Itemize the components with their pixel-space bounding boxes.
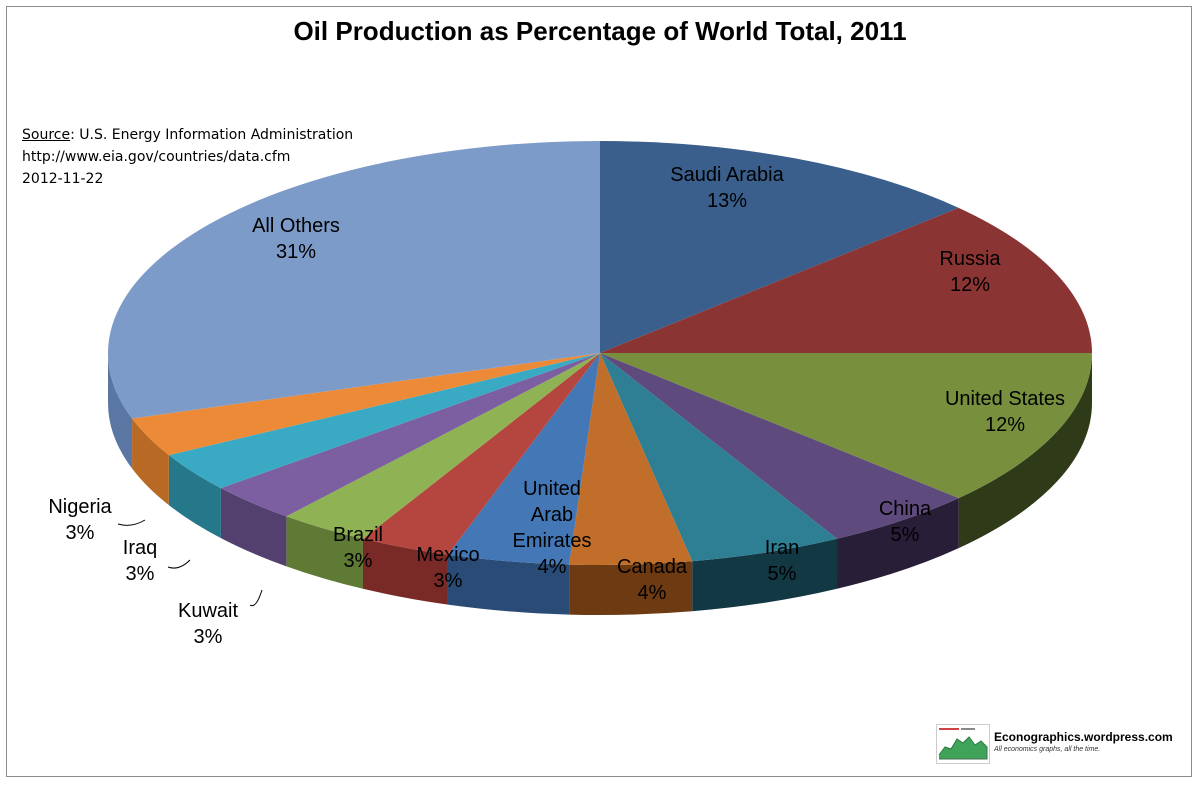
slice-label-china: China 5% [879, 498, 932, 546]
slice-iraq [168, 353, 600, 489]
slice-side-brazil [286, 516, 363, 589]
brand-logo-icon [936, 724, 990, 764]
branding: Econographics.wordpress.com All economic… [936, 724, 1176, 764]
brand-name: Econographics.wordpress.com [994, 730, 1173, 744]
slice-russia [600, 207, 1092, 353]
label-leaders [117, 519, 263, 607]
source-date: 2012-11-22 [22, 171, 104, 187]
source-agency: : U.S. Energy Information Administration [70, 127, 354, 143]
slice-label-nigeria: Nigeria 3% [48, 496, 112, 544]
slice-all-others [107, 141, 600, 419]
slice-brazil [286, 353, 600, 539]
slice-side-united-states [958, 353, 1092, 549]
slice-side-canada [569, 561, 693, 615]
slice-label-united-arab-emirates: United Arab Emirates 4% [513, 478, 592, 578]
slice-label-all-others: All Others 31% [252, 215, 340, 263]
source-url: http://www.eia.gov/countries/data.cfm [22, 149, 291, 165]
slice-saudi-arabia [600, 141, 959, 353]
slice-side-all-others [108, 353, 133, 469]
slice-nigeria [132, 353, 600, 456]
slice-label-saudi-arabia: Saudi Arabia 13% [670, 164, 784, 212]
slice-label-iran: Iran 5% [765, 537, 799, 585]
source-label: Source [22, 127, 71, 143]
slice-label-kuwait: Kuwait 3% [178, 600, 238, 648]
slice-side-united-arab-emirates [447, 554, 570, 615]
slice-canada [569, 353, 693, 565]
slice-china [600, 353, 959, 539]
brand-tagline: All economics graphs, all the time. [994, 746, 1101, 753]
slice-side-nigeria [132, 418, 169, 506]
slice-side-kuwait [220, 488, 287, 567]
slice-united-arab-emirates [447, 353, 600, 565]
chart-title: Oil Production as Percentage of World To… [293, 16, 907, 46]
slice-label-russia: Russia 12% [939, 248, 1001, 296]
slice-label-iraq: Iraq 3% [123, 537, 157, 585]
leader-line-nigeria [117, 519, 146, 526]
slice-iran [600, 353, 838, 562]
slice-label-mexico: Mexico 3% [416, 544, 479, 592]
pie-sides [108, 353, 1092, 615]
slice-side-china [837, 498, 959, 589]
leader-line-kuwait [249, 589, 263, 607]
slice-label-united-states: United States 12% [945, 388, 1065, 436]
slice-side-iran [692, 538, 838, 612]
slice-side-iraq [168, 455, 221, 539]
slice-kuwait [220, 353, 601, 517]
slice-label-brazil: Brazil 3% [333, 524, 383, 572]
source-line: Source: U.S. Energy Information Administ… [22, 124, 353, 146]
pie-slices [107, 141, 1092, 565]
leader-line-iraq [167, 559, 191, 569]
source-note: Source: U.S. Energy Information Administ… [22, 124, 353, 190]
slice-side-mexico [362, 538, 448, 605]
slice-labels: Saudi Arabia 13% Russia 12% United States 12%… [48, 164, 1065, 648]
slice-mexico [362, 353, 600, 555]
slice-united-states [600, 353, 1092, 499]
slice-label-canada: Canada 4% [617, 556, 688, 604]
